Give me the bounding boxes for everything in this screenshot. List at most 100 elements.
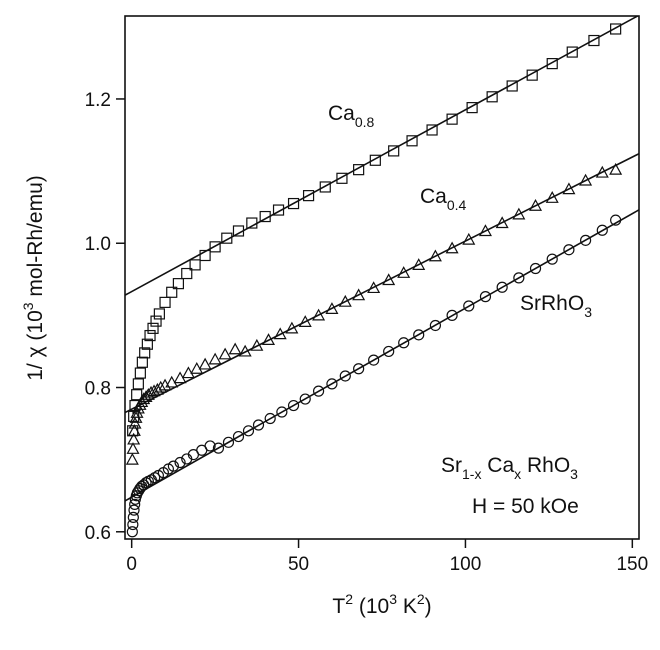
- data-point: [218, 347, 232, 360]
- data-point: [478, 224, 492, 237]
- data-point: [166, 286, 178, 298]
- y-tick-label: 1.2: [85, 90, 111, 111]
- data-point: [353, 363, 365, 375]
- data-point: [144, 329, 156, 342]
- data-point: [496, 281, 508, 293]
- data-point: [486, 91, 498, 103]
- data-point: [369, 154, 381, 166]
- data-point: [139, 390, 153, 402]
- data-point: [462, 232, 476, 245]
- series-1: [125, 162, 623, 465]
- data-point: [130, 406, 144, 418]
- data-point: [526, 69, 538, 81]
- data-point: [246, 217, 258, 229]
- x-axis-ticks: 0 50 100 150: [126, 539, 648, 575]
- data-point: [566, 46, 578, 58]
- series-2: [126, 214, 622, 538]
- data-point: [242, 425, 255, 437]
- data-point: [127, 432, 141, 445]
- data-point: [250, 338, 264, 351]
- data-point: [147, 322, 159, 334]
- data-point: [125, 452, 139, 465]
- data-point: [563, 244, 575, 256]
- data-point: [150, 315, 162, 327]
- data-point: [383, 345, 395, 358]
- data-point: [212, 442, 225, 454]
- data-point: [134, 482, 146, 495]
- data-point: [287, 399, 300, 412]
- data-point: [232, 430, 245, 443]
- data-point: [446, 113, 458, 125]
- data-point: [141, 387, 155, 400]
- data-point: [426, 124, 438, 136]
- data-point: [199, 249, 211, 262]
- y-axis-ticks: 0.6 0.8 1.0 1.2: [85, 90, 125, 544]
- data-point: [134, 367, 146, 379]
- field-annotation: H = 50 kOe: [472, 495, 579, 518]
- data-point: [412, 258, 426, 270]
- data-point: [209, 241, 221, 253]
- plot-frame: [124, 15, 640, 540]
- data-point: [512, 207, 526, 220]
- data-point: [140, 477, 152, 489]
- data-point: [127, 518, 139, 531]
- data-point: [153, 308, 165, 320]
- data-point: [545, 191, 559, 203]
- data-point: [204, 440, 216, 452]
- data-point: [579, 173, 593, 186]
- data-points: [125, 23, 623, 538]
- data-point: [172, 278, 185, 290]
- data-point: [595, 165, 609, 178]
- data-point: [368, 354, 380, 366]
- data-point: [137, 392, 151, 405]
- data-point: [198, 357, 212, 370]
- data-point: [479, 291, 492, 303]
- data-point: [588, 34, 600, 47]
- data-point: [154, 380, 168, 393]
- data-point: [147, 384, 161, 397]
- data-point: [325, 302, 339, 314]
- data-point: [131, 389, 143, 401]
- data-point: [429, 319, 442, 332]
- data-point: [398, 337, 410, 349]
- data-point: [128, 504, 140, 516]
- x-tick-label: 100: [450, 554, 482, 575]
- data-point: [339, 370, 351, 382]
- y-axis-label: 1/ χ (103 mol-Rh/emu): [20, 175, 47, 381]
- fit-lines: [125, 16, 639, 502]
- data-point: [446, 309, 458, 321]
- data-point: [127, 511, 139, 523]
- data-point: [338, 294, 352, 307]
- data-point: [285, 321, 299, 334]
- data-point: [141, 338, 153, 350]
- data-point: [144, 385, 158, 398]
- data-point: [546, 253, 558, 265]
- data-point: [397, 266, 411, 278]
- data-point: [562, 182, 576, 195]
- data-point: [609, 162, 623, 175]
- data-point: [128, 416, 142, 429]
- data-point: [232, 225, 245, 237]
- x-tick-label: 150: [616, 554, 648, 575]
- data-point: [579, 234, 592, 246]
- data-point: [181, 267, 193, 280]
- data-point: [513, 272, 525, 284]
- data-point: [252, 419, 265, 431]
- series-label-srrho3: SrRhO3: [520, 292, 592, 320]
- data-point: [159, 296, 171, 308]
- data-point: [299, 393, 311, 405]
- x-tick-label: 0: [126, 554, 137, 575]
- data-point: [126, 526, 138, 538]
- data-point: [298, 315, 312, 327]
- data-point: [312, 308, 326, 321]
- data-point: [222, 436, 235, 448]
- data-point: [221, 232, 233, 244]
- data-point: [129, 498, 141, 510]
- data-point: [273, 327, 287, 340]
- data-point: [413, 329, 425, 341]
- data-point: [406, 135, 418, 147]
- data-point: [428, 249, 442, 262]
- data-point: [353, 164, 365, 176]
- data-point: [167, 460, 179, 472]
- data-point: [302, 190, 315, 202]
